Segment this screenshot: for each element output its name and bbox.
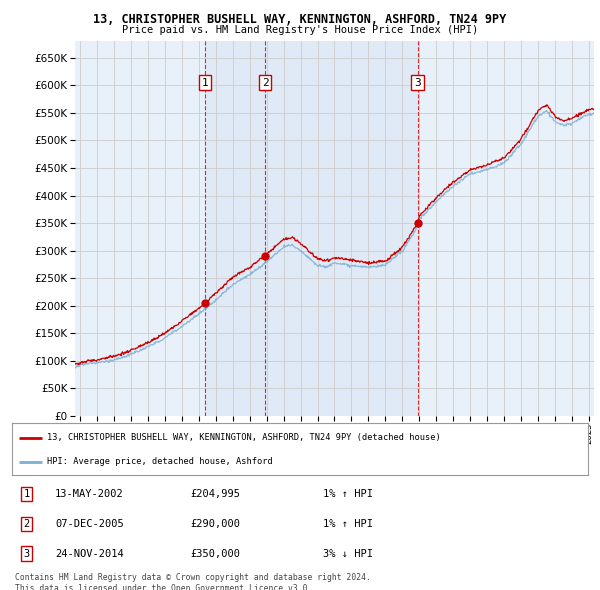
Text: 13, CHRISTOPHER BUSHELL WAY, KENNINGTON, ASHFORD, TN24 9PY: 13, CHRISTOPHER BUSHELL WAY, KENNINGTON,…	[94, 13, 506, 26]
Text: 1: 1	[202, 77, 208, 87]
Bar	[205, 41, 265, 416]
Text: 1% ↑ HPI: 1% ↑ HPI	[323, 519, 373, 529]
Text: 24-NOV-2014: 24-NOV-2014	[55, 549, 124, 559]
Text: 1: 1	[23, 489, 30, 499]
Text: 13-MAY-2002: 13-MAY-2002	[55, 489, 124, 499]
Text: 2: 2	[23, 519, 30, 529]
Text: HPI: Average price, detached house, Ashford: HPI: Average price, detached house, Ashf…	[47, 457, 272, 467]
Text: £204,995: £204,995	[191, 489, 241, 499]
Text: 2: 2	[262, 77, 269, 87]
Bar	[265, 41, 418, 416]
Text: 07-DEC-2005: 07-DEC-2005	[55, 519, 124, 529]
Text: £290,000: £290,000	[191, 519, 241, 529]
Text: 1% ↑ HPI: 1% ↑ HPI	[323, 489, 373, 499]
Text: Price paid vs. HM Land Registry's House Price Index (HPI): Price paid vs. HM Land Registry's House …	[122, 25, 478, 35]
Text: £350,000: £350,000	[191, 549, 241, 559]
Text: Contains HM Land Registry data © Crown copyright and database right 2024.
This d: Contains HM Land Registry data © Crown c…	[15, 573, 371, 590]
Text: 3% ↓ HPI: 3% ↓ HPI	[323, 549, 373, 559]
Text: 3: 3	[414, 77, 421, 87]
Text: 13, CHRISTOPHER BUSHELL WAY, KENNINGTON, ASHFORD, TN24 9PY (detached house): 13, CHRISTOPHER BUSHELL WAY, KENNINGTON,…	[47, 433, 440, 442]
Text: 3: 3	[23, 549, 30, 559]
